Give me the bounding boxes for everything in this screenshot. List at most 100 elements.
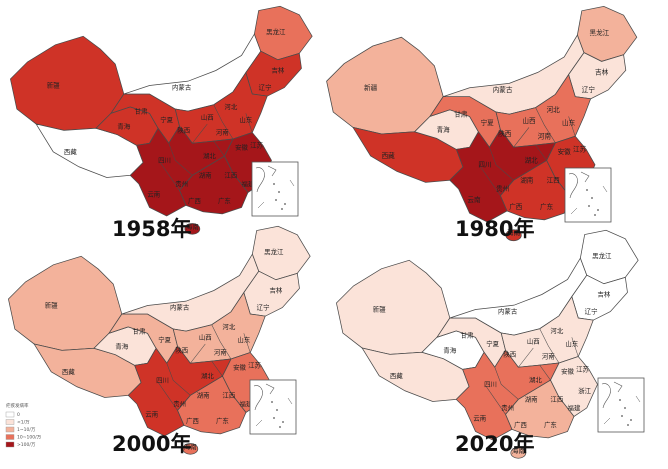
province-label: 陕西 [503,350,516,359]
province-label: 江苏 [576,365,589,374]
province-label: 福建 [240,399,253,408]
province-label: 河南 [538,131,552,140]
province-label: 青海 [117,121,130,130]
legend-swatch [5,411,15,418]
province-label: 江西 [550,395,563,403]
province-label: 浙江 [578,386,591,395]
province-label: 湖北 [529,375,542,384]
province-label: 湖南 [199,170,212,179]
region-xinjiang-1958 [10,35,125,131]
province-label: 甘肃 [135,106,148,115]
province-label: 甘肃 [461,330,474,339]
province-label: 山西 [522,116,536,125]
province-label: 山西 [527,337,540,346]
province-label: 吉林 [598,290,611,299]
province-label: 云南 [147,190,160,199]
legend-swatch [5,441,15,448]
region-south-1980 [505,229,522,242]
province-label: 内蒙古 [498,307,518,316]
province-label: 安徽 [233,363,246,372]
province-label: 新疆 [364,83,378,92]
region-southwest-2020 [455,349,560,441]
province-label: 四川 [158,157,171,165]
legend-label: 0 [17,412,20,418]
province-label: 广西 [509,202,523,211]
province-label: 陕西 [498,129,512,138]
province-label: 海南 [184,442,197,451]
province-label: 广西 [514,420,527,429]
province-label: 四川 [156,377,169,385]
legend-swatch [5,426,15,433]
province-label: 湖南 [197,390,210,399]
province-label: 内蒙古 [493,85,513,94]
province-label: 青海 [115,341,128,350]
province-label: 广东 [218,196,231,205]
province-label: 湖南 [520,175,534,184]
province-label: 西藏 [382,151,396,160]
province-label: 贵州 [496,184,509,193]
province-label: 河北 [224,103,237,111]
legend-swatch [5,434,15,440]
legend-swatch [5,419,15,425]
province-label: 内蒙古 [172,83,192,92]
legend-label: 10~100/万 [17,435,42,441]
province-label: 云南 [145,410,158,419]
province-label: 安徽 [561,367,574,376]
province-label: 山东 [239,115,252,124]
region-xinjiang-2000 [8,255,123,351]
province-label: 江西 [224,171,237,179]
province-label: 广东 [216,416,229,425]
province-label: 云南 [473,414,486,423]
province-label: 青海 [443,345,456,354]
region-south-2020 [510,447,527,459]
province-label: 吉林 [270,286,283,295]
province-label: 河北 [547,106,561,114]
region-southwest-1958 [129,125,234,217]
province-label: 山西 [199,333,212,342]
province-label: 辽宁 [582,85,596,94]
province-label: 江西 [547,176,561,184]
province-label: 江西 [222,391,235,399]
province-label: 山东 [237,335,250,344]
province-label: 宁夏 [481,118,495,127]
year-title-1980: 1980年 [455,217,534,241]
province-label: 新疆 [373,305,386,314]
province-label: 湖北 [201,371,214,380]
province-label: 甘肃 [133,326,146,335]
province-label: 辽宁 [257,303,270,312]
province-label: 吉林 [272,66,285,75]
sea-inset-1980 [564,167,612,223]
province-label: 青海 [437,125,451,134]
province-label: 安徽 [558,147,572,156]
legend-label: <1/万 [17,420,30,426]
legend-title: 疟疾发病率 [6,402,29,409]
province-label: 辽宁 [259,83,272,92]
province-label: 广东 [544,420,557,429]
region-xinjiang-2020 [336,259,451,355]
province-label: 海南 [512,446,525,455]
province-label: 云南 [467,195,481,204]
legend-label: >100/万 [17,442,36,448]
region-southwest-1980 [449,128,557,223]
province-label: 广西 [188,196,201,205]
sea-inset-2020 [597,377,645,433]
region-south-2000 [182,443,199,455]
province-label: 陕西 [177,126,190,135]
province-label: 黑龙江 [592,251,612,260]
province-label: 西藏 [62,367,75,376]
legend-label: 1~10/万 [17,427,36,433]
sea-inset-2000 [249,379,297,435]
province-label: 江苏 [250,141,263,150]
province-label: 广西 [186,416,199,425]
legend: 疟疾发病率 0 <1/万1~10/万 10~100/万>100/万 [5,402,42,448]
province-label: 河南 [214,348,227,357]
region-south-1958 [184,223,201,235]
year-title-1958: 1958年 [112,217,191,241]
map-panel-1980: 新疆西藏青海内蒙古黑龙江吉林辽宁甘肃宁夏陕西山西河北山东河南江苏安徽四川湖北浙江… [326,5,638,242]
province-label: 江苏 [573,145,587,154]
year-title-2020: 2020年 [455,432,534,456]
map-panel-1958: 新疆西藏青海内蒙古黑龙江吉林辽宁甘肃宁夏陕西山西河北山东河南江苏安徽四川湖北浙江… [10,5,313,235]
